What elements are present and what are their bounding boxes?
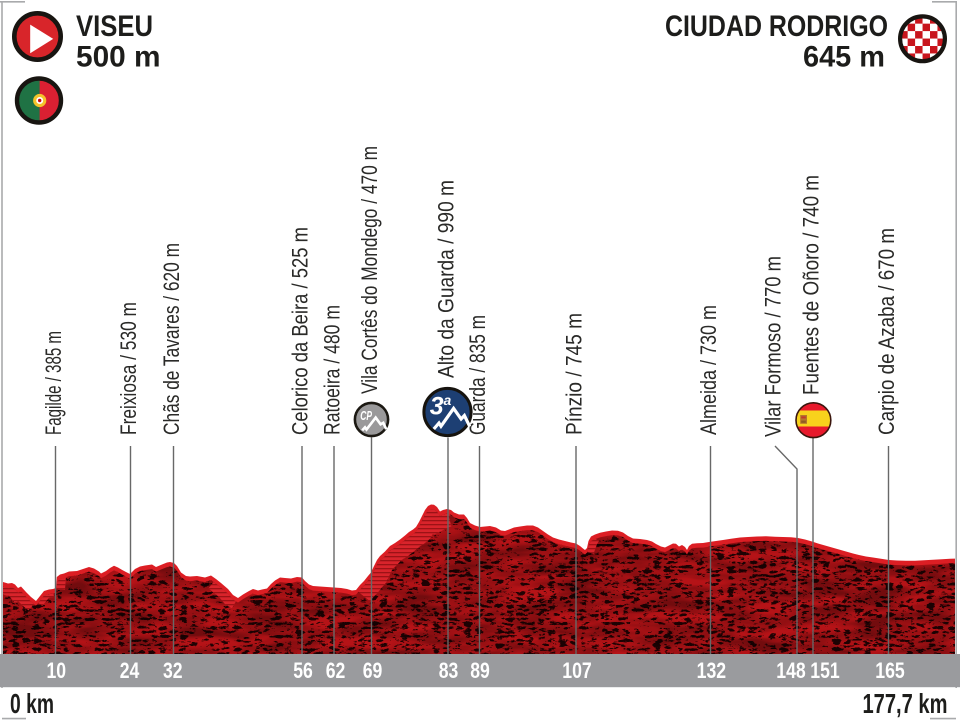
svg-text:56: 56 bbox=[293, 658, 313, 683]
svg-text:VISEU: VISEU bbox=[76, 10, 153, 43]
svg-text:83: 83 bbox=[439, 658, 459, 683]
svg-text:24: 24 bbox=[120, 658, 140, 683]
svg-text:148: 148 bbox=[776, 658, 806, 683]
svg-text:151: 151 bbox=[810, 658, 840, 683]
svg-text:Ratoeira / 480 m: Ratoeira / 480 m bbox=[320, 305, 345, 435]
svg-text:500 m: 500 m bbox=[76, 40, 161, 73]
svg-text:Vilar Formoso / 770 m: Vilar Formoso / 770 m bbox=[761, 256, 786, 437]
svg-text:Freixiosa / 530 m: Freixiosa / 530 m bbox=[116, 302, 141, 435]
svg-text:645 m: 645 m bbox=[803, 40, 885, 73]
svg-text:0 km: 0 km bbox=[10, 688, 54, 719]
svg-text:Fagilde / 385 m: Fagilde / 385 m bbox=[41, 331, 66, 435]
svg-text:107: 107 bbox=[562, 658, 592, 683]
svg-text:Celorico da Beira / 525 m: Celorico da Beira / 525 m bbox=[288, 227, 313, 435]
svg-text:165: 165 bbox=[875, 658, 905, 683]
svg-text:69: 69 bbox=[363, 658, 383, 683]
svg-text:Almeida / 730 m: Almeida / 730 m bbox=[696, 305, 721, 435]
svg-text:Chãs de Tavares / 620 m: Chãs de Tavares / 620 m bbox=[159, 243, 184, 435]
svg-text:Carpio de Azaba / 670 m: Carpio de Azaba / 670 m bbox=[874, 228, 899, 435]
svg-text:Pínzio / 745 m: Pínzio / 745 m bbox=[562, 313, 587, 435]
svg-text:10: 10 bbox=[47, 658, 67, 683]
svg-text:CP: CP bbox=[360, 409, 372, 423]
svg-text:Fuentes de Oñoro / 740 m: Fuentes de Oñoro / 740 m bbox=[799, 175, 824, 395]
svg-text:32: 32 bbox=[163, 658, 183, 683]
svg-text:Alto da Guarda / 990 m: Alto da Guarda / 990 m bbox=[434, 180, 459, 378]
svg-text:3: 3 bbox=[430, 392, 444, 420]
svg-text:a: a bbox=[444, 392, 452, 408]
svg-text:62: 62 bbox=[326, 658, 346, 683]
svg-text:Vila Cortês do Mondego / 470 m: Vila Cortês do Mondego / 470 m bbox=[357, 146, 382, 394]
svg-text:CIUDAD RODRIGO: CIUDAD RODRIGO bbox=[665, 10, 888, 43]
svg-text:132: 132 bbox=[697, 658, 727, 683]
svg-text:89: 89 bbox=[470, 658, 490, 683]
svg-text:177,7 km: 177,7 km bbox=[863, 688, 948, 719]
